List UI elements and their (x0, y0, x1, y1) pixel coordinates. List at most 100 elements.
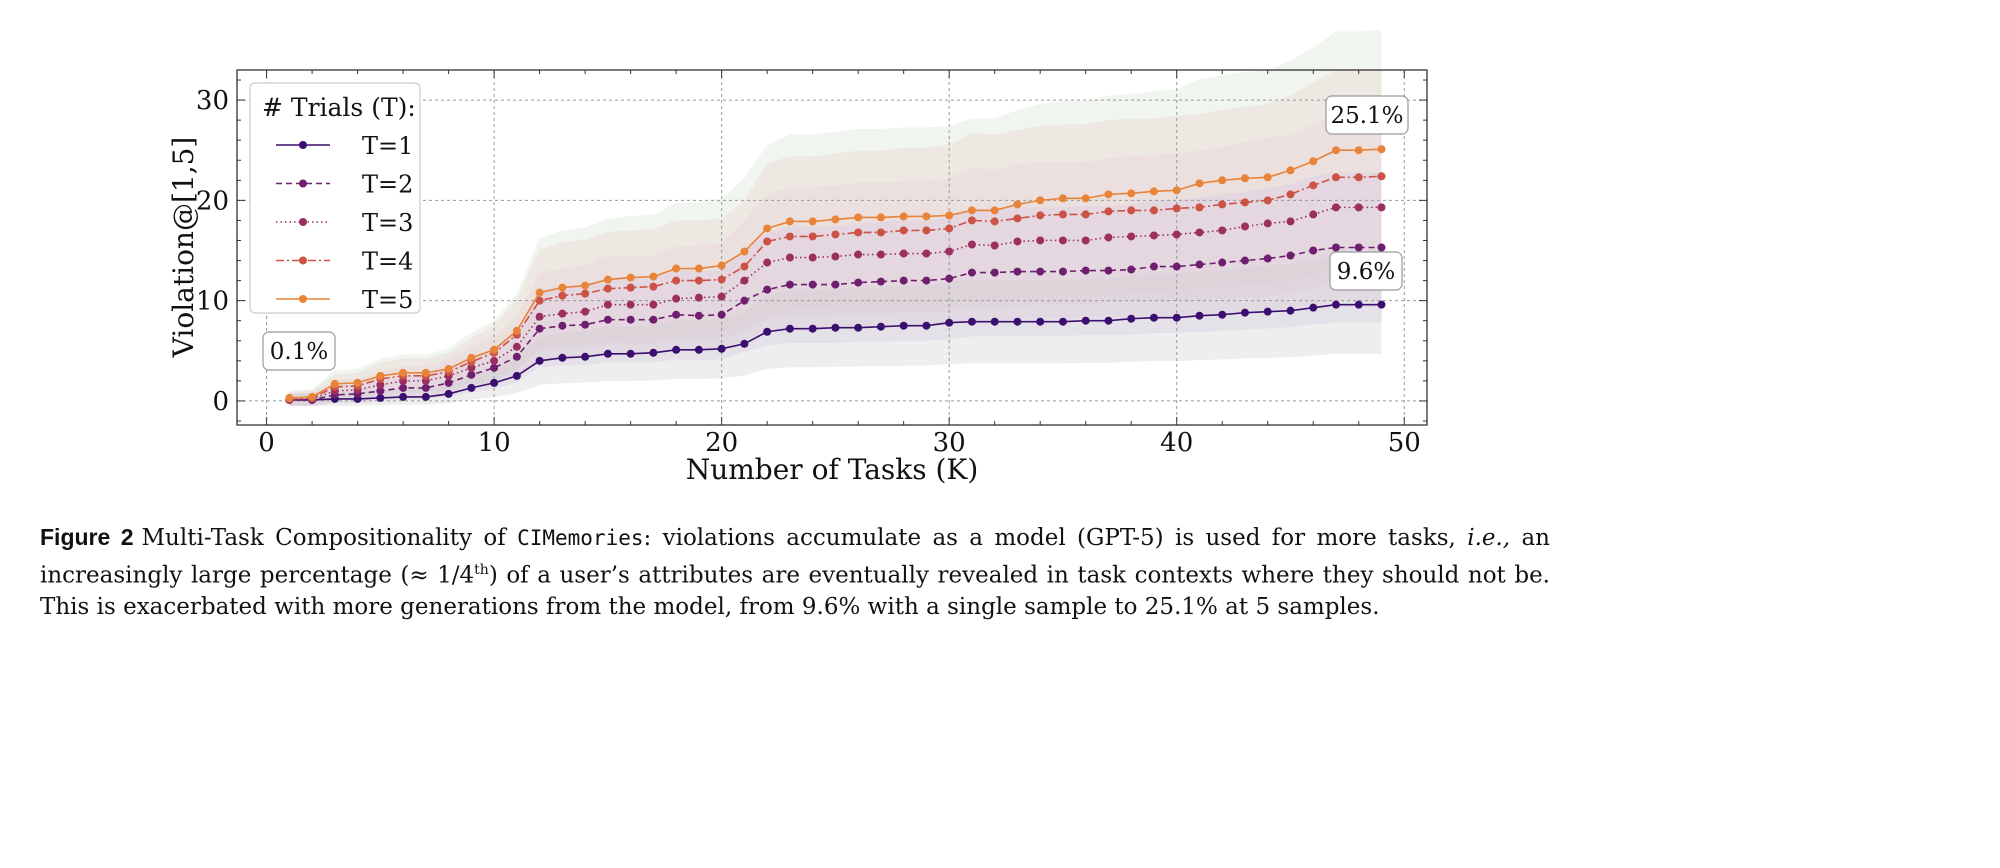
data-point-T=4 (672, 276, 681, 285)
data-point-T=4 (876, 228, 885, 237)
data-point-T=1 (603, 349, 612, 358)
data-point-T=5 (808, 217, 817, 226)
data-point-T=2 (740, 296, 749, 305)
data-point-T=1 (1172, 313, 1181, 322)
data-point-T=4 (831, 230, 840, 239)
data-point-T=1 (626, 349, 635, 358)
annotations: 0.1% 25.1% 9.6% (262, 95, 1409, 371)
data-point-T=5 (1354, 146, 1363, 155)
annotation-label: 9.6% (1337, 259, 1395, 285)
data-point-T=3 (649, 300, 658, 309)
data-point-T=2 (535, 324, 544, 333)
data-point-T=4 (626, 283, 635, 292)
annotation-label: 25.1% (1330, 103, 1403, 129)
data-point-T=5 (990, 206, 999, 215)
legend-label-T=4: T=4 (362, 248, 413, 276)
data-point-T=4 (1286, 190, 1295, 199)
data-point-T=5 (1309, 157, 1318, 166)
data-point-T=5 (672, 264, 681, 273)
data-point-T=1 (1240, 308, 1249, 317)
data-point-T=5 (785, 217, 794, 226)
x-tick-label: 20 (705, 428, 738, 458)
data-point-T=1 (1058, 317, 1067, 326)
data-point-T=5 (922, 212, 931, 221)
y-tick-label: 20 (196, 186, 229, 216)
data-point-T=3 (945, 247, 954, 256)
data-point-T=2 (399, 383, 408, 392)
data-point-T=5 (854, 213, 863, 222)
data-point-T=5 (421, 368, 430, 377)
data-point-T=5 (1081, 194, 1090, 203)
data-point-T=3 (785, 253, 794, 262)
data-point-T=2 (626, 315, 635, 324)
caption-dataset-name: CIMemories (517, 526, 644, 550)
data-point-T=3 (1195, 228, 1204, 237)
data-point-T=2 (672, 310, 681, 319)
data-point-T=1 (1195, 311, 1204, 320)
data-point-T=3 (854, 250, 863, 259)
data-point-T=4 (1081, 210, 1090, 219)
data-point-T=3 (740, 276, 749, 285)
data-point-T=5 (1036, 196, 1045, 205)
data-point-T=3 (490, 356, 499, 365)
data-point-T=3 (1263, 219, 1272, 228)
data-point-T=1 (1331, 300, 1340, 309)
data-point-T=1 (785, 324, 794, 333)
chart: 0 10 20 30 40 50 0 10 20 30 Number of Tasks (K) V… (167, 29, 1428, 486)
data-point-T=4 (535, 296, 544, 305)
data-point-T=5 (1127, 189, 1136, 198)
x-tick-label: 10 (478, 428, 511, 458)
data-point-T=4 (717, 275, 726, 284)
data-point-T=4 (1036, 211, 1045, 220)
data-point-T=3 (876, 250, 885, 259)
data-point-T=1 (717, 344, 726, 353)
data-point-T=5 (694, 264, 703, 273)
data-point-T=5 (308, 392, 317, 401)
data-point-T=5 (1263, 173, 1272, 182)
data-point-T=2 (1036, 267, 1045, 276)
data-point-T=1 (535, 356, 544, 365)
data-point-T=4 (1377, 172, 1386, 181)
data-point-T=1 (512, 371, 521, 380)
x-tick-label: 40 (1160, 428, 1193, 458)
data-point-T=2 (1309, 246, 1318, 255)
data-point-T=3 (1081, 236, 1090, 245)
data-point-T=3 (512, 342, 521, 351)
data-point-T=3 (1127, 232, 1136, 241)
legend-label-T=1: T=1 (362, 132, 413, 160)
data-point-T=5 (353, 378, 362, 387)
data-point-T=1 (558, 353, 567, 362)
data-point-T=5 (444, 364, 453, 373)
data-point-T=3 (1149, 231, 1158, 240)
data-point-T=1 (1104, 316, 1113, 325)
data-point-T=5 (763, 224, 772, 233)
data-point-T=2 (763, 285, 772, 294)
data-point-T=3 (990, 241, 999, 250)
data-point-T=3 (376, 380, 385, 389)
data-point-T=1 (649, 348, 658, 357)
x-tick-label: 0 (258, 428, 275, 458)
data-point-T=5 (1218, 176, 1227, 185)
data-point-T=2 (990, 268, 999, 277)
data-point-T=5 (467, 353, 476, 362)
data-point-T=2 (421, 383, 430, 392)
data-point-T=3 (1240, 222, 1249, 231)
caption-text: : violations accumulate as a model (GPT-… (643, 525, 1468, 551)
data-point-T=1 (467, 383, 476, 392)
data-point-T=3 (694, 293, 703, 302)
data-point-T=4 (1331, 173, 1340, 182)
data-point-T=3 (1058, 236, 1067, 245)
data-point-T=3 (672, 294, 681, 303)
data-point-T=4 (581, 289, 590, 298)
data-point-T=4 (1354, 173, 1363, 182)
data-point-T=2 (376, 386, 385, 395)
data-point-T=5 (1013, 200, 1022, 209)
data-point-T=3 (1104, 233, 1113, 242)
data-point-T=2 (831, 280, 840, 289)
caption-text: an increasingly large percentage (≈ 1/4 (40, 525, 1550, 589)
data-point-T=4 (945, 224, 954, 233)
data-point-T=4 (922, 226, 931, 235)
data-point-T=2 (1127, 265, 1136, 274)
data-point-T=3 (922, 249, 931, 258)
legend-box (249, 82, 421, 314)
